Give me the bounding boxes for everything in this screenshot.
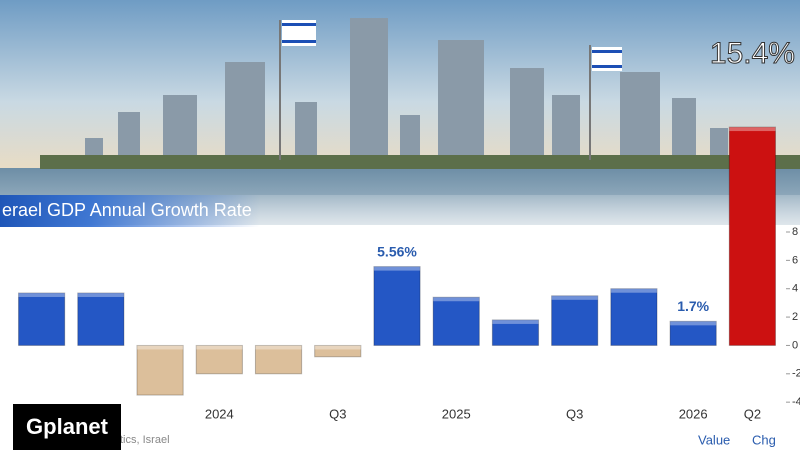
bar <box>669 320 717 346</box>
bar-highlight <box>18 292 65 297</box>
bar-highlight <box>729 127 776 132</box>
x-tick-label: Q3 <box>566 406 583 421</box>
bar <box>610 288 658 346</box>
source-note: tics, Israel <box>120 434 170 446</box>
legend-label: Chg <box>752 432 776 447</box>
bar-highlight <box>196 345 243 350</box>
bar <box>551 295 599 346</box>
bar-highlight <box>136 345 184 350</box>
bar-highlight <box>433 297 480 302</box>
bar <box>195 344 243 375</box>
brand-logo: Gplanet <box>26 414 109 439</box>
brand-box <box>13 404 121 450</box>
y-tick-label: 4 <box>792 283 798 295</box>
bar-highlight <box>670 321 717 326</box>
bar <box>18 292 66 346</box>
bar-highlight <box>373 266 421 271</box>
value-label: 5.56% <box>377 243 417 259</box>
y-tick-label: 6 <box>792 254 798 266</box>
y-tick-label: 8 <box>792 226 798 238</box>
x-tick-label: 2024 <box>205 406 234 421</box>
y-tick-label: -4 <box>792 396 800 408</box>
bar-highlight <box>77 292 124 297</box>
bar-highlight <box>551 295 598 300</box>
value-label: 15.4% <box>710 37 795 70</box>
bar <box>491 319 540 346</box>
bar-highlight <box>492 319 539 324</box>
bar <box>728 126 776 346</box>
x-tick-label: Q2 <box>744 406 761 421</box>
value-label: 1.7% <box>677 298 709 314</box>
y-tick-label: 0 <box>792 339 798 351</box>
bar-highlight <box>255 345 302 350</box>
x-tick-label: Q3 <box>329 406 346 421</box>
bar <box>77 292 125 346</box>
bar <box>373 266 421 346</box>
x-tick-label: 2026 <box>679 406 708 421</box>
plot-area: -4 -2 0 2 4 6 8 2024 Q3 5.56% 2025 Q3 2026 1.7% Q2 15.4… <box>18 36 800 421</box>
bar-highlight <box>314 345 361 350</box>
bar <box>314 344 362 358</box>
bar <box>432 296 480 346</box>
bar <box>136 344 184 396</box>
bar-highlight <box>610 288 658 293</box>
x-tick-label: 2025 <box>442 406 471 421</box>
y-tick-label: 2 <box>792 311 798 323</box>
legend-label: Value <box>698 432 730 447</box>
y-tick-label: -2 <box>792 368 800 380</box>
bar <box>254 344 303 375</box>
chart-title: erael GDP Annual Growth Rate <box>2 200 252 220</box>
